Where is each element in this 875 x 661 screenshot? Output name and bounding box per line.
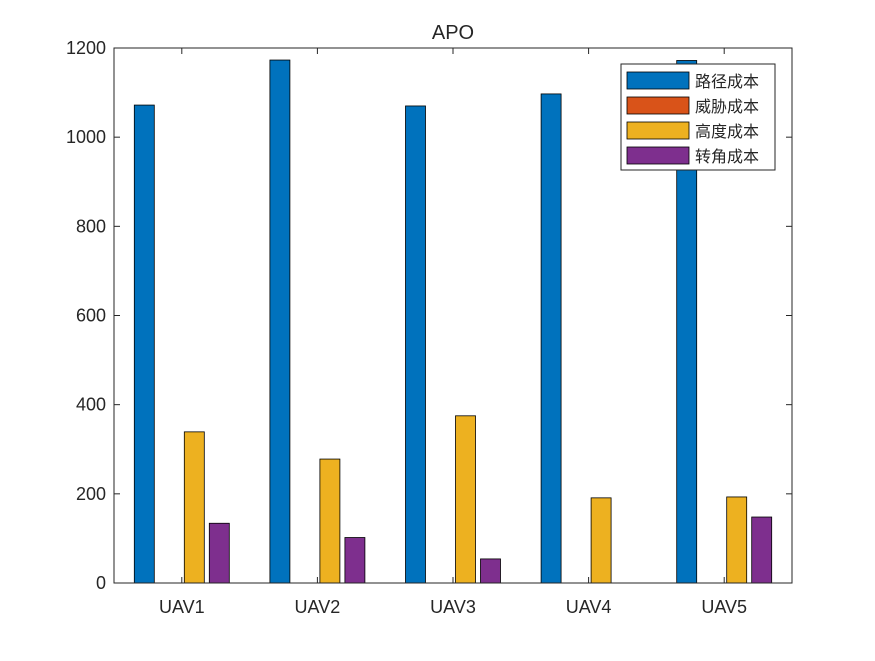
- legend-label-series-3: 高度成本: [695, 122, 759, 141]
- y-tick-label: 1200: [66, 38, 106, 58]
- legend-swatch-series-2: [626, 96, 690, 115]
- bar-uav2-series-4: [344, 537, 366, 584]
- bar-uav4-series-1: [540, 93, 562, 584]
- x-tick-label-uav2: UAV2: [295, 597, 341, 617]
- y-tick-label: 400: [76, 395, 106, 415]
- x-tick-label-uav3: UAV3: [430, 597, 476, 617]
- legend-label-series-2: 威胁成本: [695, 97, 759, 116]
- x-tick-label-uav5: UAV5: [701, 597, 747, 617]
- y-tick-label: 0: [96, 573, 106, 593]
- bar-uav3-series-4: [480, 558, 501, 584]
- bar-uav5-series-3: [726, 496, 748, 584]
- bar-uav3-series-3: [455, 415, 476, 584]
- chart-title: APO: [432, 22, 474, 44]
- bars-layer: [133, 59, 773, 584]
- bar-uav5-series-4: [751, 516, 773, 584]
- x-tick-label-uav1: UAV1: [159, 597, 205, 617]
- bar-uav2-series-3: [319, 458, 341, 584]
- bar-uav1-series-3: [183, 431, 205, 584]
- bar-uav1-series-4: [208, 522, 230, 584]
- bar-uav1-series-1: [133, 104, 155, 584]
- legend-label-series-4: 转角成本: [695, 147, 759, 166]
- legend-swatch-series-1: [626, 71, 690, 90]
- bar-uav3-series-1: [405, 105, 426, 584]
- x-tick-label-uav4: UAV4: [566, 597, 612, 617]
- legend-label-series-1: 路径成本: [695, 72, 759, 91]
- y-tick-label: 200: [76, 484, 106, 504]
- axes-layer: 0 200 400 600 800 1000 1200 UAV1 UAV2 UAV3 UAV4 UAV…: [66, 38, 793, 617]
- y-tick-label: 600: [76, 306, 106, 326]
- legend-swatch-series-4: [626, 146, 690, 165]
- legend-swatch-series-3: [626, 121, 690, 140]
- y-tick-label: 1000: [66, 127, 106, 147]
- y-tick-label: 800: [76, 216, 106, 236]
- bar-uav4-series-3: [590, 497, 612, 584]
- bar-uav2-series-1: [269, 59, 291, 584]
